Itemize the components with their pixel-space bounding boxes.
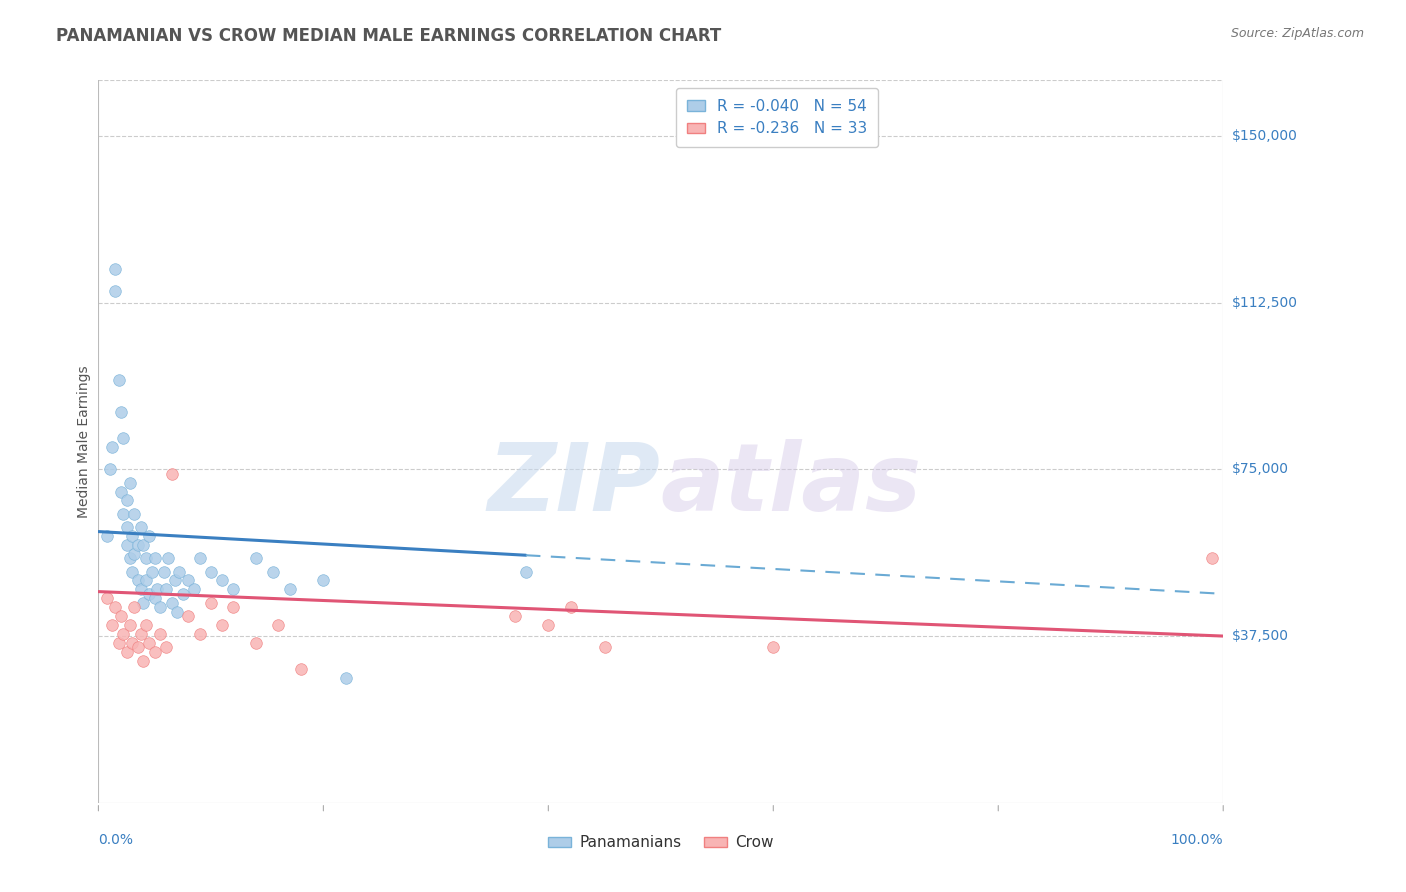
Point <box>141 565 163 579</box>
Point <box>118 618 141 632</box>
Point <box>110 404 132 418</box>
Point <box>163 574 186 588</box>
Point <box>169 565 191 579</box>
Point <box>138 636 160 650</box>
Point <box>537 618 560 632</box>
Point <box>188 551 211 566</box>
Point <box>121 636 143 650</box>
Point <box>107 373 129 387</box>
Point <box>124 547 146 561</box>
Point <box>152 565 174 579</box>
Point <box>149 600 172 615</box>
Y-axis label: Median Male Earnings: Median Male Earnings <box>77 365 91 518</box>
Point <box>98 462 121 476</box>
Point <box>515 565 537 579</box>
Point <box>121 529 143 543</box>
Point <box>149 627 172 641</box>
Point <box>129 627 152 641</box>
Point <box>127 538 149 552</box>
Point <box>104 285 127 299</box>
Legend: Panamanians, Crow: Panamanians, Crow <box>543 830 779 856</box>
Point <box>132 653 155 667</box>
Point <box>143 551 166 566</box>
Text: 100.0%: 100.0% <box>1171 833 1223 847</box>
Text: $112,500: $112,500 <box>1232 295 1298 310</box>
Point <box>107 636 129 650</box>
Point <box>211 618 233 632</box>
Point <box>157 551 180 566</box>
Point <box>146 582 169 597</box>
Point <box>101 440 124 454</box>
Point <box>129 582 152 597</box>
Point <box>503 609 526 624</box>
Text: 0.0%: 0.0% <box>98 833 134 847</box>
Point <box>138 587 160 601</box>
Point <box>115 493 138 508</box>
Point <box>132 538 155 552</box>
Point <box>312 574 335 588</box>
Text: atlas: atlas <box>661 439 922 531</box>
Point <box>121 565 143 579</box>
Point <box>127 640 149 655</box>
Point <box>177 609 200 624</box>
Point <box>124 600 146 615</box>
Point <box>115 645 138 659</box>
Point <box>115 520 138 534</box>
Point <box>593 640 616 655</box>
Point <box>222 600 245 615</box>
Point <box>110 484 132 499</box>
Point <box>222 582 245 597</box>
Point <box>110 609 132 624</box>
Point <box>104 600 127 615</box>
Point <box>267 618 290 632</box>
Point <box>1201 551 1223 566</box>
Text: PANAMANIAN VS CROW MEDIAN MALE EARNINGS CORRELATION CHART: PANAMANIAN VS CROW MEDIAN MALE EARNINGS … <box>56 27 721 45</box>
Point <box>290 662 312 676</box>
Point <box>135 574 157 588</box>
Point <box>245 636 267 650</box>
Point <box>183 582 205 597</box>
Point <box>96 529 118 543</box>
Point <box>211 574 233 588</box>
Point <box>188 627 211 641</box>
Point <box>245 551 267 566</box>
Text: $75,000: $75,000 <box>1232 462 1288 476</box>
Point <box>155 582 177 597</box>
Point <box>118 551 141 566</box>
Point <box>112 627 135 641</box>
Point <box>112 431 135 445</box>
Point <box>143 591 166 606</box>
Point <box>112 507 135 521</box>
Point <box>135 618 157 632</box>
Point <box>132 596 155 610</box>
Point <box>335 671 357 685</box>
Point <box>200 565 222 579</box>
Point <box>124 507 146 521</box>
Text: $150,000: $150,000 <box>1232 128 1298 143</box>
Point <box>143 645 166 659</box>
Point <box>118 475 141 490</box>
Text: Source: ZipAtlas.com: Source: ZipAtlas.com <box>1230 27 1364 40</box>
Point <box>166 605 188 619</box>
Point <box>138 529 160 543</box>
Text: $37,500: $37,500 <box>1232 629 1288 643</box>
Point <box>155 640 177 655</box>
Point <box>177 574 200 588</box>
Point <box>135 551 157 566</box>
Point <box>115 538 138 552</box>
Point <box>262 565 284 579</box>
Point <box>96 591 118 606</box>
Point <box>762 640 785 655</box>
Point <box>104 262 127 277</box>
Point <box>160 467 183 481</box>
Text: ZIP: ZIP <box>488 439 661 531</box>
Point <box>278 582 301 597</box>
Point <box>127 574 149 588</box>
Point <box>129 520 152 534</box>
Point <box>172 587 194 601</box>
Point <box>560 600 582 615</box>
Point <box>200 596 222 610</box>
Point <box>101 618 124 632</box>
Point <box>160 596 183 610</box>
